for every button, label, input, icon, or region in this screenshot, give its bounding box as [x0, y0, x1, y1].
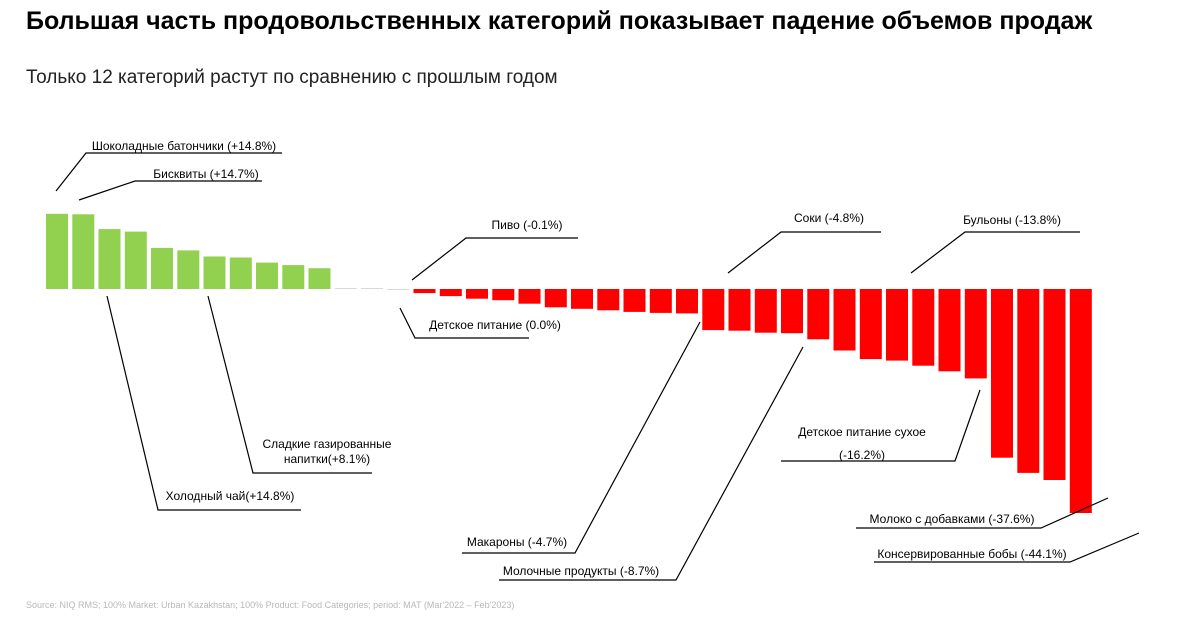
leader-line-11 [781, 389, 981, 462]
label-gazirovannye-2: напитки(+8.1%) [284, 452, 370, 466]
bar-10 [282, 265, 305, 289]
label-moloko-dobavki: Молоко с добавками (-37.6%) [870, 512, 1035, 526]
bar-24 [649, 289, 672, 313]
bar-11 [308, 268, 331, 289]
leader-line-9 [499, 346, 804, 581]
chart-subtitle: Только 12 категорий растут по сравнению … [26, 67, 558, 88]
bar-1 [46, 213, 68, 289]
bar-35 [938, 289, 961, 372]
leader-line-7 [462, 321, 701, 554]
bar-23 [623, 289, 646, 312]
leader-lines [55, 152, 1140, 581]
bar-28 [754, 289, 777, 333]
leader-line-2 [78, 180, 262, 201]
leader-line-5 [411, 237, 578, 281]
bar-40 [1069, 289, 1092, 513]
leader-line-12 [856, 497, 1109, 529]
bar-4 [124, 231, 147, 289]
bar-12 [334, 288, 357, 289]
leader-line-10 [910, 231, 1080, 274]
label-pivo: Пиво (-0.1%) [492, 218, 563, 232]
label-shokoladnye: Шоколадные батончики (+14.8%) [92, 139, 276, 153]
leader-line-13 [874, 532, 1140, 563]
bar-2 [72, 214, 95, 289]
source-note: Source: NIQ RMS; 100% Market: Urban Kaza… [26, 600, 515, 610]
chart-title: Большая часть продовольственных категори… [26, 7, 1093, 35]
bar-27 [728, 289, 751, 331]
bar-30 [807, 289, 830, 340]
leader-line-1 [55, 152, 282, 192]
bars-group [46, 213, 1092, 513]
bar-37 [991, 289, 1013, 458]
bar-25 [676, 289, 698, 314]
label-molochnye: Молочные продукты (-8.7%) [503, 564, 659, 578]
bar-32 [859, 289, 882, 360]
label-biskvity: Бисквиты (+14.7%) [153, 167, 258, 181]
bar-36 [964, 289, 987, 379]
bar-26 [702, 289, 725, 331]
bar-16 [439, 289, 462, 297]
bar-33 [886, 289, 908, 361]
bar-3 [98, 229, 121, 289]
bar-31 [833, 289, 856, 351]
bar-20 [544, 289, 567, 308]
annotation-labels: Шоколадные батончики (+14.8%) Бисквиты (… [92, 139, 1067, 578]
bar-15 [413, 289, 436, 294]
bar-7 [203, 256, 226, 289]
label-soki: Соки (-4.8%) [794, 211, 864, 225]
bar-14 [387, 289, 410, 290]
bar-39 [1043, 289, 1066, 480]
bar-22 [597, 289, 620, 311]
label-kholodnyi-chai: Холодный чай(+14.8%) [166, 489, 295, 503]
label-makarony: Макароны (-4.7%) [467, 535, 567, 549]
leader-line-8 [727, 231, 881, 274]
label-detskoe-sukhoe-2: (-16.2%) [839, 448, 885, 462]
bar-21 [571, 289, 593, 309]
bar-9 [256, 262, 278, 289]
label-detskoe-sukhoe-1: Детское питание сухое [798, 425, 926, 439]
bar-19 [518, 289, 541, 304]
leader-line-6 [399, 307, 529, 339]
leader-line-4 [207, 295, 372, 474]
bar-8 [229, 257, 252, 289]
bar-18 [492, 289, 515, 301]
label-gazirovannye-1: Сладкие газированные [263, 437, 392, 451]
bar-38 [1017, 289, 1040, 473]
label-bulony: Бульоны (-13.8%) [963, 213, 1061, 227]
leader-line-3 [106, 295, 301, 511]
bar-6 [177, 250, 200, 289]
bar-13 [361, 288, 383, 289]
bar-5 [151, 247, 173, 289]
label-konservirovannye-boby: Консервированные бобы (-44.1%) [877, 547, 1066, 561]
label-detskoe-pitanie: Детское питание (0.0%) [429, 318, 561, 332]
bar-34 [912, 289, 935, 366]
bar-29 [781, 289, 803, 334]
bar-17 [466, 289, 488, 299]
